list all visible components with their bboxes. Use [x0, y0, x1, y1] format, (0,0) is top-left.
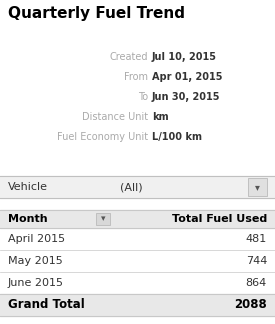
Text: ▾: ▾: [101, 214, 105, 224]
Text: To: To: [138, 92, 148, 102]
Text: From: From: [124, 72, 148, 82]
FancyBboxPatch shape: [248, 178, 267, 196]
Text: 481: 481: [246, 234, 267, 244]
Text: Jun 30, 2015: Jun 30, 2015: [152, 92, 221, 102]
Text: L/100 km: L/100 km: [152, 132, 202, 142]
Text: Created: Created: [109, 52, 148, 62]
Text: ▾: ▾: [255, 182, 260, 192]
Text: Distance Unit: Distance Unit: [82, 112, 148, 122]
Text: 864: 864: [246, 278, 267, 288]
Text: km: km: [152, 112, 169, 122]
Text: April 2015: April 2015: [8, 234, 65, 244]
Text: 2088: 2088: [234, 298, 267, 311]
Bar: [0, 176, 275, 198]
Text: Jul 10, 2015: Jul 10, 2015: [152, 52, 217, 62]
Bar: [0, 210, 275, 228]
Text: May 2015: May 2015: [8, 256, 63, 266]
Bar: [0, 294, 275, 316]
Text: Apr 01, 2015: Apr 01, 2015: [152, 72, 222, 82]
Text: (All): (All): [120, 182, 143, 192]
Text: Total Fuel Used: Total Fuel Used: [172, 214, 267, 224]
Text: Fuel Economy Unit: Fuel Economy Unit: [57, 132, 148, 142]
Text: 744: 744: [246, 256, 267, 266]
FancyBboxPatch shape: [96, 213, 110, 225]
Text: Vehicle: Vehicle: [8, 182, 48, 192]
Text: Grand Total: Grand Total: [8, 298, 85, 311]
Text: June 2015: June 2015: [8, 278, 64, 288]
Text: Month: Month: [8, 214, 48, 224]
Text: Quarterly Fuel Trend: Quarterly Fuel Trend: [8, 6, 185, 21]
